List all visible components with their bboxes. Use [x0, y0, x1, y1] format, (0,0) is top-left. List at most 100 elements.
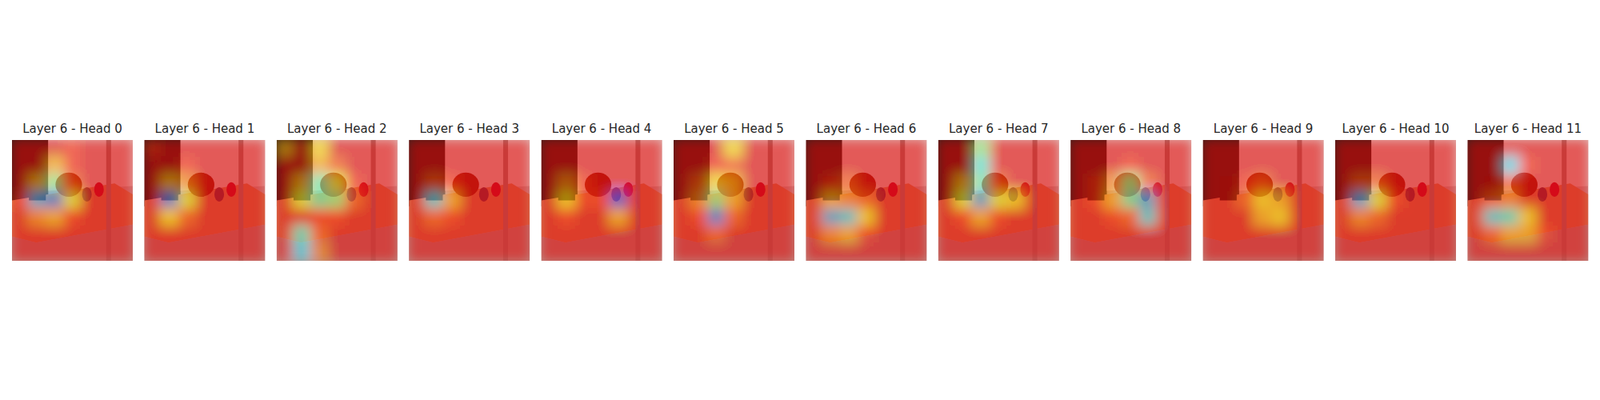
heat-cell: [1236, 208, 1256, 228]
heat-cell: [328, 140, 348, 159]
heat-cell: [989, 191, 1009, 211]
heat-cell: [45, 225, 65, 245]
heat-cell: [1288, 225, 1308, 245]
heat-cell: [1570, 140, 1589, 159]
heat-cell: [1570, 242, 1589, 261]
heat-cell: [856, 225, 876, 245]
heat-cell: [494, 140, 514, 159]
panel: [11, 139, 134, 262]
heat-cell: [80, 208, 100, 228]
heat-cell: [1352, 140, 1372, 159]
heatmap: [1335, 140, 1456, 261]
scene-wall: [1203, 140, 1324, 261]
heat-cell: [114, 140, 133, 159]
heat-cell: [276, 208, 296, 228]
heat-cell: [1437, 225, 1456, 245]
panel: [672, 139, 796, 262]
heat-cell: [954, 242, 974, 261]
heat-cell: [741, 208, 761, 228]
heatmap: [541, 140, 663, 261]
heat-cell: [344, 140, 364, 159]
heat-cell: [1087, 208, 1107, 228]
heat-cell: [1173, 140, 1192, 159]
heat-cell: [1518, 242, 1538, 261]
heat-cell: [805, 225, 824, 245]
heat-cell: [1335, 225, 1354, 245]
heat-cell: [741, 156, 761, 176]
heat-cell: [1288, 208, 1308, 228]
heat-cell: [776, 140, 795, 159]
scene-lower-cabinet: [1467, 224, 1588, 261]
heat-cell: [460, 191, 480, 211]
heat-cell: [1437, 156, 1456, 176]
heat-cell: [954, 140, 974, 159]
heat-cell: [1467, 173, 1486, 193]
heat-cell: [1040, 208, 1060, 228]
heat-cell: [1087, 140, 1107, 159]
heat-cell: [541, 156, 560, 176]
heat-cell: [212, 156, 232, 176]
heat-cell: [1236, 156, 1256, 176]
heat-cell: [874, 225, 894, 245]
heat-cell: [856, 173, 876, 193]
heat-cell: [160, 208, 180, 228]
heat-cell: [1368, 173, 1388, 193]
panel-title: Layer 6 - Head 2: [287, 121, 388, 136]
heat-cell: [1403, 156, 1423, 176]
heat-cell: [557, 140, 577, 159]
heat-cell: [1121, 208, 1141, 228]
heat-cell: [12, 191, 31, 211]
heat-cell: [557, 208, 577, 228]
heat-cell: [1006, 173, 1026, 193]
heat-cell: [822, 191, 842, 211]
heat-cell: [97, 173, 117, 193]
heat-cell: [1156, 173, 1176, 193]
heat-cell: [328, 225, 348, 245]
heat-cell: [1173, 191, 1192, 211]
heat-cell: [1386, 242, 1406, 261]
heat-cell: [673, 173, 692, 193]
heat-cell: [644, 140, 663, 159]
heat-cell: [1484, 156, 1504, 176]
heat-cell: [460, 140, 480, 159]
heat-cell: [1006, 208, 1026, 228]
heat-cell: [1305, 173, 1324, 193]
heat-cell: [476, 173, 496, 193]
heat-cell: [379, 242, 398, 261]
heat-cell: [1403, 242, 1423, 261]
heat-cell: [425, 156, 445, 176]
heat-cell: [1420, 140, 1440, 159]
heat-cell: [247, 208, 266, 228]
heat-cell: [759, 191, 779, 211]
panel-title: Layer 6 - Head 0: [22, 121, 123, 136]
heatmap: [1070, 140, 1192, 261]
heatmap: [938, 140, 1060, 261]
heat-cell: [80, 191, 100, 211]
heat-cell: [759, 242, 779, 261]
heat-cell: [575, 140, 595, 159]
heat-cell: [1386, 156, 1406, 176]
heat-cell: [379, 156, 398, 176]
heat-cell: [195, 225, 215, 245]
heat-cell: [1253, 140, 1273, 159]
panel-title: Layer 6 - Head 11: [1474, 121, 1582, 136]
heat-cell: [1156, 140, 1176, 159]
heat-cell: [1552, 191, 1572, 211]
heat-cell: [840, 208, 860, 228]
heat-cell: [1552, 225, 1572, 245]
heat-cell: [292, 191, 312, 211]
heat-cell: [1156, 225, 1176, 245]
panel-image: [144, 140, 265, 261]
heat-cell: [1024, 191, 1044, 211]
heat-cell: [707, 173, 727, 193]
heat-cell: [1420, 208, 1440, 228]
heat-cell: [425, 140, 445, 159]
heat-cell: [1484, 140, 1504, 159]
heat-cell: [856, 140, 876, 159]
heat-cell: [1087, 173, 1107, 193]
panel: [1202, 139, 1325, 262]
heat-cell: [1305, 191, 1324, 211]
heatmap: [805, 140, 927, 261]
panel-image: [1467, 140, 1588, 261]
heat-cell: [724, 173, 744, 193]
